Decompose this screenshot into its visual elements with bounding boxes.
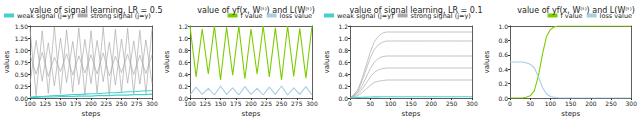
svg-text:275: 275 (291, 100, 303, 107)
svg-text:300: 300 (306, 100, 318, 107)
svg-text:0.0: 0.0 (338, 95, 348, 102)
svg-text:steps: steps (561, 110, 580, 118)
svg-text:200: 200 (245, 100, 257, 107)
svg-text:175: 175 (230, 100, 242, 107)
svg-text:0: 0 (348, 100, 352, 107)
svg-text:values: values (163, 50, 171, 73)
svg-text:loss value: loss value (599, 11, 632, 20)
svg-text:200: 200 (585, 100, 597, 107)
svg-text:0: 0 (508, 100, 512, 107)
svg-text:250: 250 (116, 100, 128, 107)
svg-text:100: 100 (545, 100, 557, 107)
svg-text:0.2: 0.2 (178, 83, 188, 90)
svg-text:0.2: 0.2 (498, 80, 508, 87)
svg-text:0.0: 0.0 (178, 94, 188, 102)
svg-text:250: 250 (276, 100, 288, 107)
svg-text:value of yf(x, W⁽ᵗ⁾) and L(W⁽ᵗ: value of yf(x, W⁽ᵗ⁾) and L(W⁽ᵗ⁾) (517, 6, 635, 15)
svg-text:0.00: 0.00 (14, 94, 28, 102)
svg-text:strong signal (j=y): strong signal (j=y) (90, 11, 151, 20)
svg-text:200: 200 (85, 100, 97, 107)
svg-text:0.6: 0.6 (338, 59, 348, 66)
svg-text:0.75: 0.75 (15, 59, 29, 66)
svg-text:100: 100 (24, 100, 36, 107)
svg-text:0.6: 0.6 (498, 51, 508, 58)
svg-text:steps: steps (402, 110, 421, 118)
svg-text:value of signal learning, LR =: value of signal learning, LR = 0.5 (29, 6, 162, 15)
svg-text:values: values (483, 50, 491, 73)
svg-text:275: 275 (131, 100, 143, 107)
svg-text:0.0: 0.0 (498, 95, 508, 102)
svg-text:50: 50 (526, 100, 534, 107)
svg-text:300: 300 (146, 100, 158, 107)
svg-text:50: 50 (367, 100, 375, 107)
svg-text:1.2: 1.2 (178, 23, 188, 30)
svg-text:100: 100 (385, 100, 397, 107)
svg-text:175: 175 (70, 100, 82, 107)
svg-text:125: 125 (200, 100, 212, 107)
svg-text:1.0: 1.0 (498, 23, 508, 30)
svg-text:steps: steps (242, 110, 261, 118)
svg-text:300: 300 (466, 100, 478, 107)
svg-text:loss value: loss value (279, 11, 312, 20)
svg-text:1.00: 1.00 (15, 47, 29, 54)
svg-text:values: values (323, 50, 331, 73)
svg-text:weak signal (j=y): weak signal (j=y) (337, 11, 394, 20)
svg-text:0.2: 0.2 (338, 83, 348, 90)
svg-text:strong signal (j=y): strong signal (j=y) (410, 11, 471, 20)
svg-text:150: 150 (55, 100, 67, 107)
svg-text:150: 150 (405, 100, 417, 107)
svg-text:225: 225 (261, 100, 273, 107)
svg-text:250: 250 (605, 100, 617, 107)
svg-text:250: 250 (446, 100, 458, 107)
svg-text:1.25: 1.25 (15, 35, 29, 42)
svg-text:0.8: 0.8 (338, 47, 348, 54)
svg-text:300: 300 (626, 100, 638, 107)
svg-text:value of signal learning, LR =: value of signal learning, LR = 0.1 (349, 6, 482, 15)
svg-text:1.50: 1.50 (15, 23, 29, 30)
svg-text:f value: f value (560, 11, 583, 20)
svg-text:weak signal (j=y): weak signal (j=y) (17, 11, 74, 20)
svg-text:value of yf(x, W⁽ᵗ⁾) and L(W⁽ᵗ: value of yf(x, W⁽ᵗ⁾) and L(W⁽ᵗ⁾) (197, 6, 315, 15)
svg-text:0.8: 0.8 (498, 37, 508, 44)
svg-text:1.0: 1.0 (338, 35, 348, 42)
svg-text:150: 150 (565, 100, 577, 107)
svg-text:200: 200 (426, 100, 438, 107)
svg-text:0.4: 0.4 (178, 71, 188, 78)
svg-text:0.8: 0.8 (178, 47, 188, 54)
svg-text:0.25: 0.25 (15, 83, 29, 90)
svg-text:values: values (3, 50, 11, 73)
svg-text:1.0: 1.0 (178, 35, 188, 42)
svg-text:0.4: 0.4 (338, 71, 348, 78)
svg-text:1.2: 1.2 (338, 23, 348, 30)
svg-text:225: 225 (101, 100, 113, 107)
svg-text:steps: steps (82, 110, 101, 118)
svg-text:0.6: 0.6 (178, 59, 188, 66)
svg-text:0.50: 0.50 (15, 71, 29, 78)
svg-text:125: 125 (40, 100, 52, 107)
svg-text:150: 150 (215, 100, 227, 107)
svg-text:100: 100 (184, 100, 196, 107)
svg-text:f value: f value (240, 11, 263, 20)
svg-text:0.4: 0.4 (498, 66, 508, 73)
